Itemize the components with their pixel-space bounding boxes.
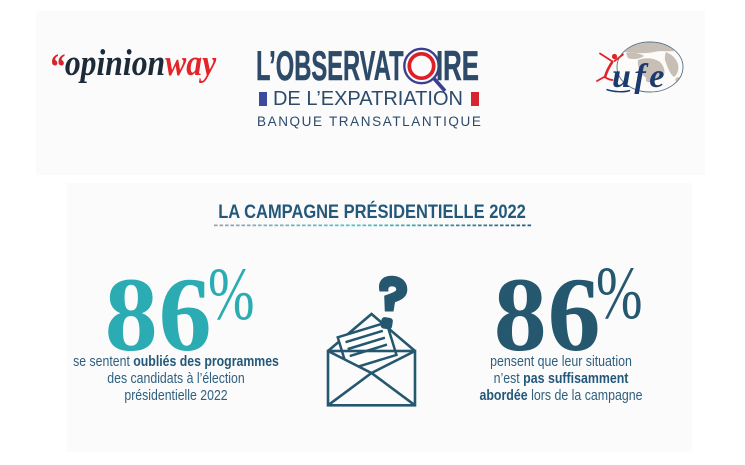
svg-text:ufe: ufe <box>612 58 668 95</box>
